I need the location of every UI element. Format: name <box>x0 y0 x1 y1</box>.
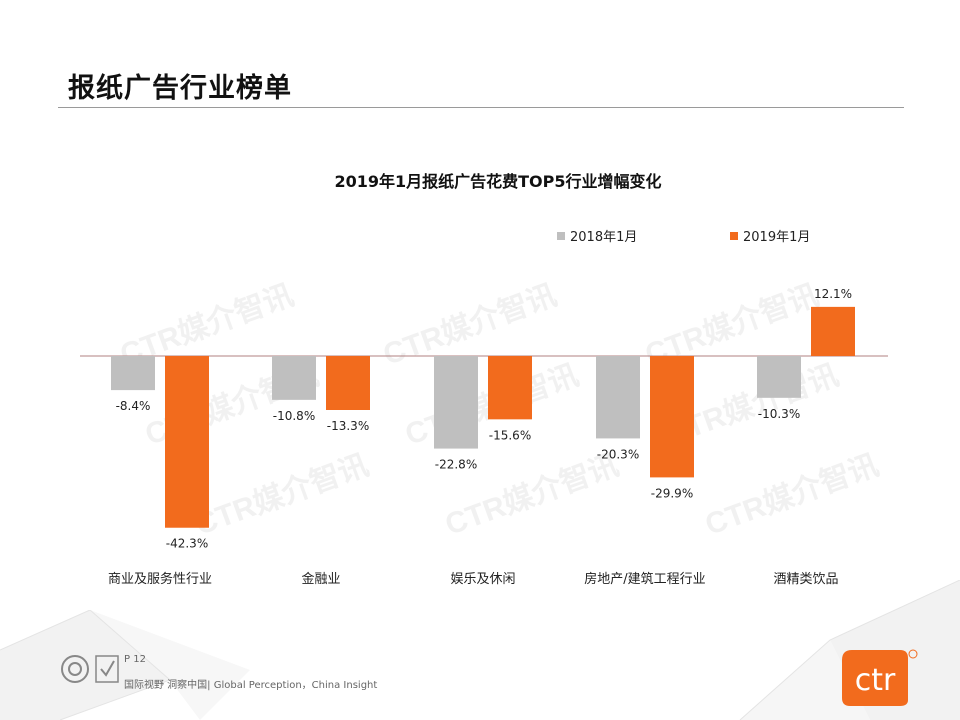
value-label: -10.3% <box>758 407 800 421</box>
bar-2019-4 <box>811 306 855 356</box>
certification-logos <box>61 655 119 683</box>
bar-group <box>111 306 855 528</box>
bar-2019-1 <box>326 356 370 410</box>
value-label: -8.4% <box>116 399 151 413</box>
legend-swatch <box>557 232 565 240</box>
ctr-logo: ctr <box>842 649 918 706</box>
category-labels: 商业及服务性行业 金融业 娱乐及休闲 房地产/建筑工程行业 酒精类饮品 <box>108 571 839 587</box>
value-label: -15.6% <box>489 428 531 442</box>
bar-2018-0 <box>111 356 155 391</box>
value-label: -42.3% <box>166 537 208 551</box>
chart-legend: 2018年1月 2019年1月 <box>557 230 810 245</box>
legend-label: 2018年1月 <box>570 230 637 245</box>
bar-2018-3 <box>596 356 640 439</box>
value-label: -10.8% <box>273 409 315 423</box>
bar-2019-3 <box>650 356 694 478</box>
title-divider <box>58 107 904 108</box>
category-label: 金融业 <box>301 571 340 587</box>
ctr-logo-text: ctr <box>855 663 896 698</box>
value-label: -22.8% <box>435 458 477 472</box>
value-label: 12.1% <box>814 287 852 301</box>
value-label: -13.3% <box>327 419 369 433</box>
bar-2018-2 <box>434 356 478 449</box>
footer-slogan: 国际视野 洞察中国| Global Perception，China Insig… <box>124 680 378 691</box>
category-label: 娱乐及休闲 <box>450 572 515 587</box>
legend-label: 2019年1月 <box>743 230 810 245</box>
value-labels: -8.4% -10.8% -22.8% -20.3% -10.3% -42.3% -13.3… <box>116 287 852 551</box>
chart-title: 2019年1月报纸广告花费TOP5行业增幅变化 <box>334 172 661 191</box>
bar-2019-2 <box>488 356 532 420</box>
decorative-pattern-left <box>0 610 250 720</box>
value-label: -29.9% <box>651 486 693 500</box>
value-label: -20.3% <box>597 447 639 461</box>
category-label: 房地产/建筑工程行业 <box>584 571 705 587</box>
page-title: 报纸广告行业榜单 <box>68 73 292 104</box>
category-label: 酒精类饮品 <box>773 572 838 587</box>
bar-2019-0 <box>165 356 209 528</box>
sgs-cert-icon <box>61 655 89 683</box>
bar-2018-1 <box>272 356 316 400</box>
category-label: 商业及服务性行业 <box>108 571 212 587</box>
bar-2018-4 <box>757 356 801 398</box>
page-number: P 12 <box>124 654 146 665</box>
legend-swatch <box>730 232 738 240</box>
ukas-cert-icon <box>95 655 119 683</box>
